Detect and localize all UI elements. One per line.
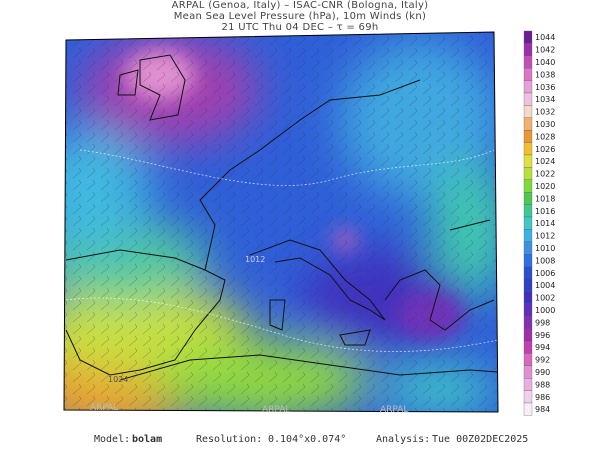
colorbar-label: 984 (535, 405, 550, 414)
colorbar-label: 1040 (535, 58, 555, 67)
colorbar-swatch (523, 303, 533, 317)
colorbar-swatch (523, 291, 533, 304)
footer-value: Tue 00Z02DEC2025 (432, 434, 529, 445)
colorbar-swatch (523, 204, 533, 218)
colorbar-label: 1002 (535, 294, 555, 303)
colorbar-swatch (523, 278, 533, 292)
colorbar-swatch (523, 254, 533, 267)
colorbar-label: 1012 (535, 232, 555, 241)
footer-label: Model: (94, 434, 131, 445)
watermark: ARPAL (262, 405, 290, 415)
colorbar-swatch (523, 229, 533, 242)
colorbar-label: 1038 (535, 70, 555, 79)
colorbar-swatch (523, 167, 533, 180)
colorbar-swatch (523, 80, 533, 94)
colorbar-swatch (523, 216, 533, 230)
colorbar-swatch (523, 142, 533, 156)
header-line: ARPAL (Genoa, Italy) – ISAC-CNR (Bologna… (171, 0, 429, 11)
colorbar-swatch (523, 340, 533, 354)
colorbar-label: 992 (535, 356, 550, 365)
colorbar-label: 1008 (535, 256, 555, 265)
footer-value: 0.104°x0.074° (268, 434, 347, 445)
colorbar-label: 996 (535, 331, 550, 340)
colorbar-label: 1026 (535, 145, 555, 154)
colorbar-label: 998 (535, 318, 550, 327)
colorbar-label: 1030 (535, 120, 555, 129)
colorbar-label: 1024 (535, 157, 555, 166)
colorbar-swatch (523, 55, 533, 69)
colorbar-swatch (523, 105, 533, 118)
colorbar-swatch (523, 179, 533, 193)
colorbar-swatch (523, 92, 533, 106)
colorbar-swatch (523, 154, 533, 168)
map: 1024 1012 ARPAL ARPAL ARPAL 1044 1042 1040… (63, 30, 555, 416)
colorbar-label: 1000 (535, 306, 555, 315)
isobar-label: 1024 (108, 375, 128, 384)
colorbar-swatch (523, 402, 533, 416)
colorbar-swatch (523, 316, 533, 329)
footer-label: Resolution: (196, 434, 263, 445)
map-frame (63, 31, 499, 413)
footer-label: Analysis: (376, 434, 431, 445)
colorbar-swatch (523, 117, 533, 131)
header-line: 21 UTC Thu 04 DEC – τ = 69h (221, 22, 379, 33)
colorbar-swatch (523, 328, 533, 342)
colorbar-label: 1018 (535, 194, 555, 203)
header-line: Mean Sea Level Pressure (hPa), 10m Winds… (173, 11, 427, 22)
colorbar-label: 1028 (535, 132, 555, 141)
colorbar: 1044 1042 1040 1038 1036 1034 1032 1030 1028 1026… (523, 30, 555, 416)
colorbar-swatch (523, 241, 533, 255)
colorbar-label: 1004 (535, 281, 555, 290)
colorbar-label: 1020 (535, 182, 555, 191)
colorbar-swatch (523, 390, 533, 404)
colorbar-swatch (523, 353, 533, 366)
colorbar-swatch (523, 30, 533, 44)
watermark: ARPAL (380, 405, 408, 415)
colorbar-label: 988 (535, 380, 550, 389)
watermark: ARPAL (90, 403, 118, 413)
colorbar-swatch (523, 192, 533, 205)
colorbar-swatch (523, 266, 533, 280)
colorbar-swatch (523, 68, 533, 81)
isobar-label: 1012 (245, 255, 265, 264)
colorbar-label: 994 (535, 343, 550, 352)
colorbar-swatch (523, 378, 533, 391)
colorbar-label: 1010 (535, 244, 555, 253)
colorbar-label: 1022 (535, 170, 555, 179)
colorbar-label: 1034 (535, 95, 555, 104)
colorbar-label: 1016 (535, 207, 555, 216)
colorbar-label: 1042 (535, 46, 555, 55)
coastlines (65, 54, 498, 381)
colorbar-label: 986 (535, 393, 550, 402)
colorbar-label: 990 (535, 368, 550, 377)
colorbar-label: 1036 (535, 83, 555, 92)
colorbar-swatch (523, 43, 533, 56)
colorbar-label: 1006 (535, 269, 555, 278)
colorbar-label: 1044 (535, 33, 555, 42)
colorbar-label: 1032 (535, 108, 555, 117)
footer-value: bolam (132, 434, 163, 445)
pressure-field (64, 32, 498, 412)
colorbar-label: 1014 (535, 219, 555, 228)
colorbar-swatch (523, 365, 533, 379)
colorbar-swatch (523, 130, 533, 143)
